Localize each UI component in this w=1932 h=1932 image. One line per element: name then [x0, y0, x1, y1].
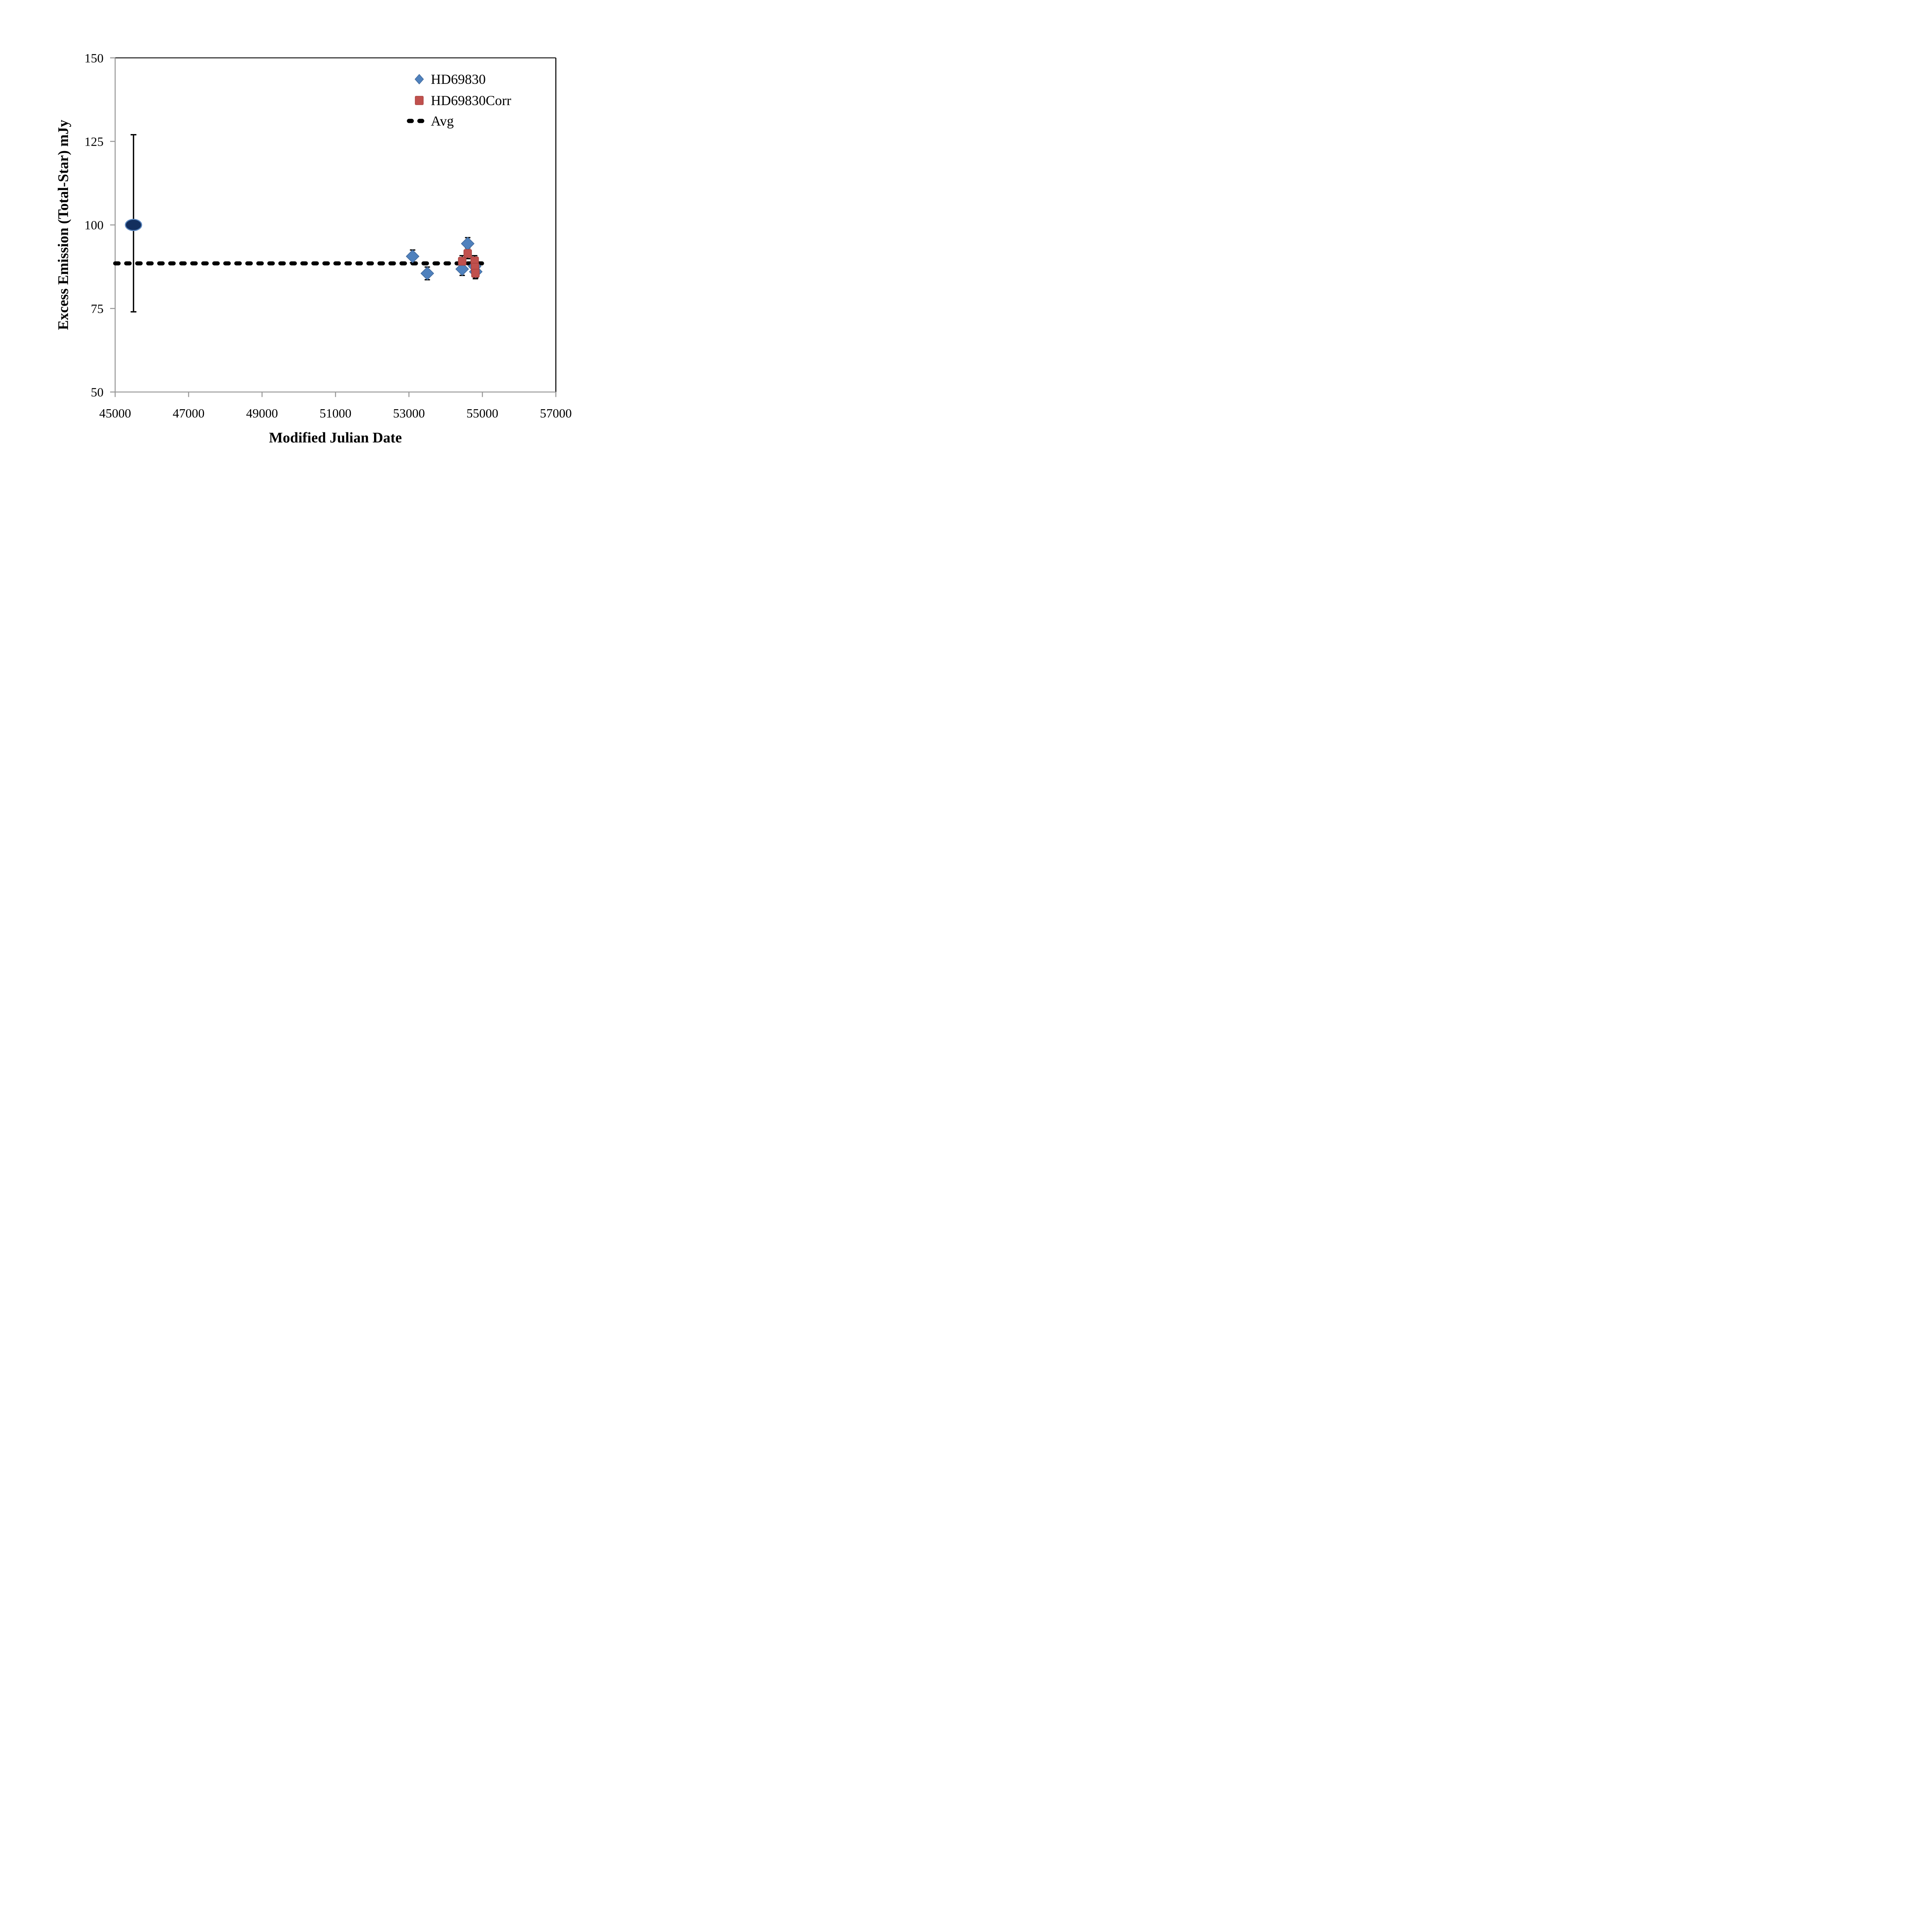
- y-tick-label: 125: [85, 135, 104, 149]
- data-point-hd69830: [420, 267, 434, 280]
- legend-label-hd69830: HD69830: [431, 71, 486, 87]
- chart-canvas: 45000 47000 49000 51000 53000 55000 57000 50 75 1…: [0, 0, 638, 493]
- x-tick-label: 47000: [173, 407, 205, 421]
- large-circle-point: [125, 219, 142, 231]
- x-tick-label: 49000: [246, 407, 278, 421]
- legend-item-hd69830corr: HD69830Corr: [415, 93, 511, 108]
- legend-dash-shape: [417, 119, 424, 123]
- data-point-hd69830corr: [471, 269, 480, 278]
- data-points-group: [125, 219, 483, 280]
- data-point-hd69830corr: [458, 257, 466, 266]
- legend-square-shape: [415, 96, 424, 105]
- legend-diamond-icon: [415, 74, 424, 85]
- y-tick-label: 150: [85, 51, 104, 65]
- data-point-hd69830: [406, 250, 420, 263]
- legend-square-icon: [415, 96, 424, 105]
- data-point-hd69830: [455, 262, 469, 276]
- legend-label-hd69830corr: HD69830Corr: [431, 93, 511, 108]
- y-tick-label: 50: [91, 386, 104, 400]
- legend-diamond-shape: [415, 74, 424, 85]
- legend-item-avg: Avg: [407, 113, 454, 129]
- legend-dash-shape: [407, 119, 414, 123]
- data-point-hd69830corr: [463, 249, 472, 258]
- legend-dash-icon: [407, 119, 424, 123]
- y-tick-label: 75: [91, 302, 104, 316]
- x-tick-label: 45000: [99, 407, 131, 421]
- legend-item-hd69830: HD69830: [415, 71, 486, 87]
- y-tick-label: 100: [85, 219, 104, 233]
- error-bars-group: [131, 134, 479, 313]
- legend: HD69830 HD69830Corr Avg: [407, 71, 511, 129]
- x-tick-label: 53000: [393, 407, 425, 421]
- y-axis-title: Excess Emission (Total-Star) mJy: [55, 120, 71, 330]
- x-tick-label: 51000: [320, 407, 352, 421]
- x-tick-label: 57000: [540, 407, 572, 421]
- x-tick-label: 55000: [466, 407, 498, 421]
- x-axis-title: Modified Julian Date: [269, 430, 402, 446]
- axis-ticks-group: 45000 47000 49000 51000 53000 55000 57000 50 75 1…: [85, 51, 572, 420]
- chart-svg: 45000 47000 49000 51000 53000 55000 57000 50 75 1…: [55, 51, 572, 446]
- legend-label-avg: Avg: [431, 113, 454, 129]
- data-point-hd69830: [461, 237, 474, 250]
